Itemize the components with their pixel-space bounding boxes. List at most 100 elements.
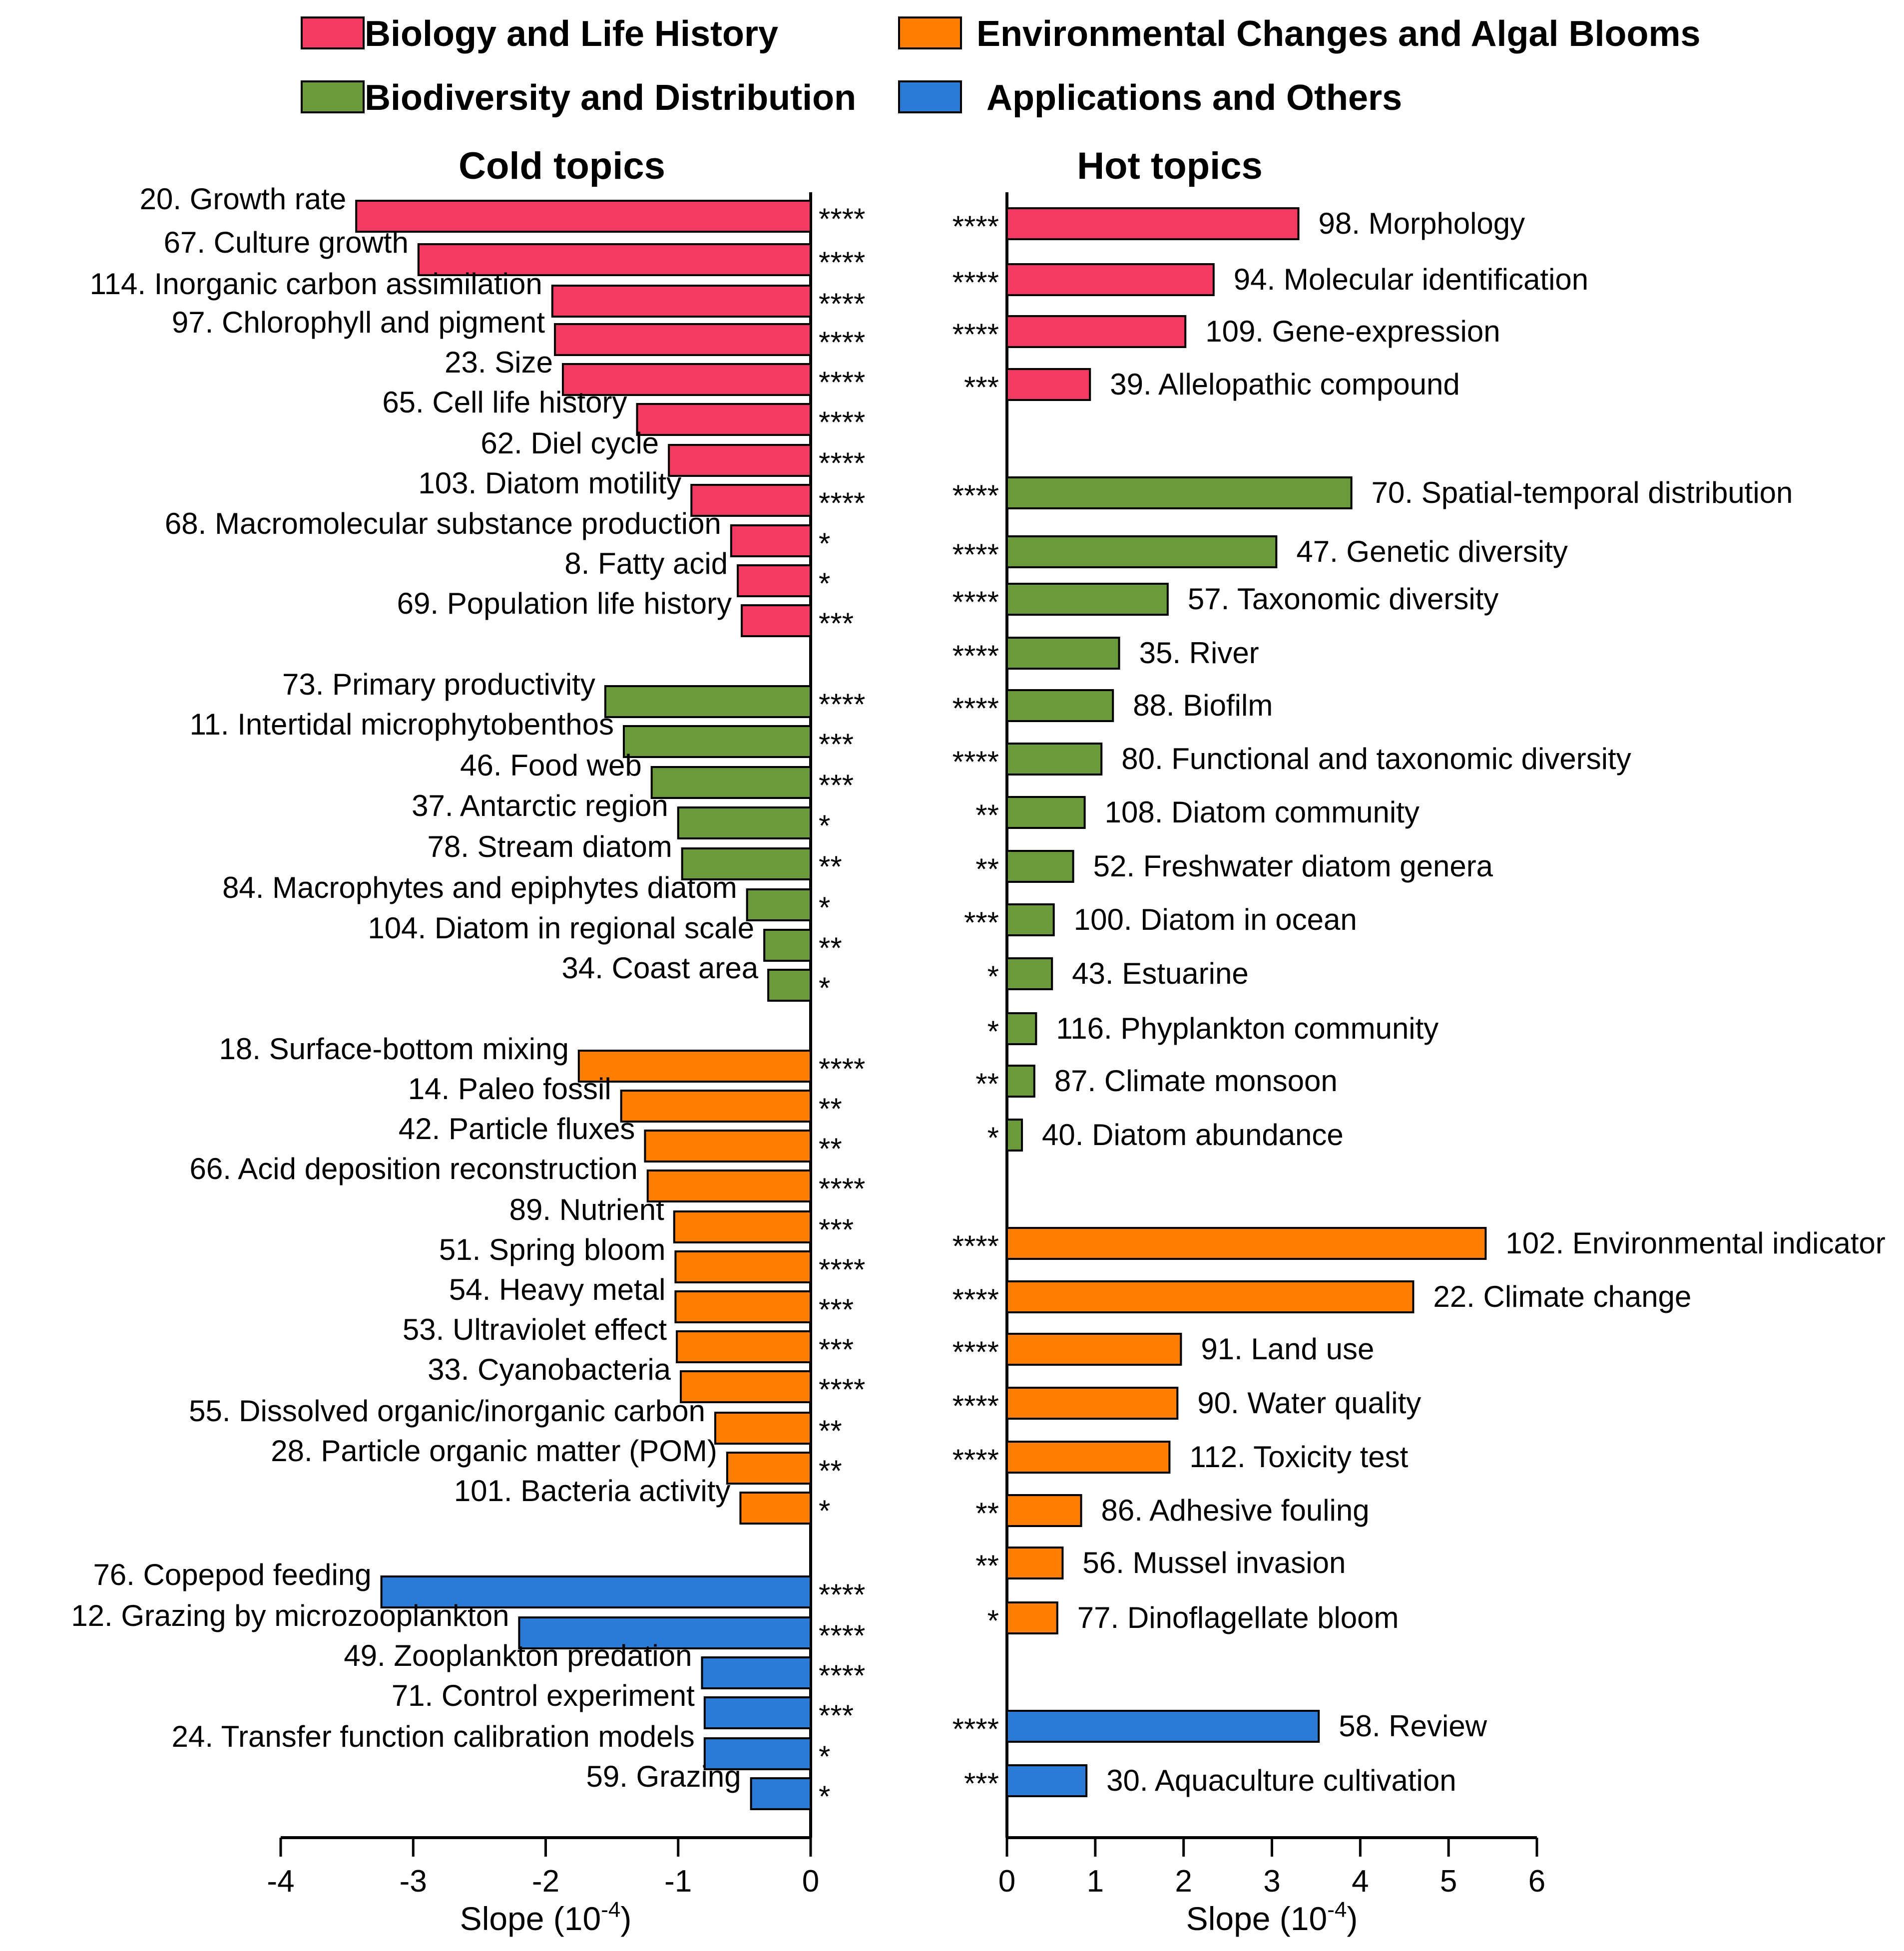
- bar: [701, 1656, 812, 1689]
- bar: [1006, 1764, 1088, 1797]
- bar: [620, 1090, 812, 1123]
- significance-marker: *: [819, 809, 830, 842]
- significance-marker: ****: [952, 1229, 999, 1263]
- bar: [739, 1492, 812, 1525]
- significance-marker: ****: [819, 486, 865, 520]
- bar-label: 46. Food web: [460, 749, 642, 782]
- legend-label: Applications and Others: [986, 78, 1402, 118]
- x-tick-label: 2: [1175, 1864, 1192, 1899]
- significance-marker: **: [819, 1132, 842, 1166]
- significance-marker: **: [975, 798, 999, 832]
- bar-label: 53. Ultraviolet effect: [403, 1313, 667, 1346]
- significance-marker: ***: [819, 1699, 854, 1732]
- x-tick-label: -2: [532, 1864, 559, 1899]
- bar: [750, 1777, 812, 1810]
- bar: [767, 969, 812, 1002]
- significance-marker: ****: [819, 1373, 865, 1406]
- significance-marker: **: [819, 1454, 842, 1488]
- bar-label: 76. Copepod feeding: [93, 1558, 371, 1591]
- bar: [737, 564, 812, 597]
- bar: [1006, 796, 1086, 829]
- bar-label: 112. Toxicity test: [1189, 1440, 1408, 1474]
- significance-marker: ***: [819, 607, 854, 640]
- significance-marker: *: [819, 527, 830, 560]
- bar: [714, 1412, 812, 1445]
- bar: [680, 1370, 812, 1403]
- significance-marker: ****: [952, 745, 999, 779]
- significance-marker: ***: [964, 1767, 999, 1800]
- significance-marker: **: [975, 1067, 999, 1101]
- significance-marker: *: [987, 960, 999, 993]
- bar-label: 97. Chlorophyll and pigment: [172, 306, 545, 339]
- bar-label: 101. Bacteria activity: [454, 1474, 731, 1508]
- bar-label: 20. Growth rate: [140, 182, 347, 216]
- significance-marker: **: [975, 1497, 999, 1530]
- bar: [1006, 689, 1114, 722]
- bar: [1006, 1494, 1082, 1527]
- bar: [703, 1696, 812, 1729]
- bar-label: 12. Grazing by microzooplankton: [71, 1599, 509, 1632]
- bar: [746, 888, 812, 921]
- significance-marker: ***: [819, 1293, 854, 1326]
- significance-marker: *: [819, 1740, 830, 1773]
- significance-marker: **: [975, 1549, 999, 1582]
- bar: [1006, 850, 1074, 883]
- bar-label: 80. Functional and taxonomic diversity: [1121, 742, 1631, 776]
- x-axis-title-close: ): [620, 1900, 631, 1937]
- significance-marker: *: [819, 971, 830, 1005]
- bar-label: 57. Taxonomic diversity: [1188, 582, 1499, 616]
- bar-label: 70. Spatial-temporal distribution: [1372, 476, 1793, 509]
- bar-label: 43. Estuarine: [1072, 957, 1249, 990]
- bar-label: 34. Coast area: [562, 951, 759, 985]
- significance-marker: ****: [819, 446, 865, 480]
- significance-marker: ****: [952, 479, 999, 512]
- bar-label: 37. Antarctic region: [412, 789, 668, 822]
- bar-label: 23. Size: [445, 346, 553, 379]
- bar: [622, 725, 812, 758]
- bar: [1006, 1119, 1023, 1152]
- panel-title: Hot topics: [1077, 145, 1263, 187]
- significance-marker: ****: [952, 318, 999, 351]
- x-tick-label: 5: [1440, 1864, 1457, 1899]
- bar: [1006, 315, 1187, 348]
- bar: [1006, 535, 1278, 568]
- bar-label: 89. Nutrient: [509, 1193, 664, 1226]
- bar: [681, 847, 812, 880]
- bar: [1006, 1333, 1182, 1366]
- significance-marker: ****: [952, 692, 999, 725]
- bar: [1006, 1012, 1037, 1045]
- legend-swatch: [898, 80, 962, 113]
- significance-marker: **: [975, 852, 999, 886]
- bar: [1006, 263, 1215, 296]
- bar: [561, 363, 812, 396]
- x-axis-title-text: Slope (10: [1186, 1900, 1328, 1937]
- bar-label: 54. Heavy metal: [449, 1273, 666, 1306]
- bar-label: 103. Diatom motility: [418, 466, 681, 500]
- bar-label: 91. Land use: [1201, 1332, 1374, 1366]
- bar: [1006, 1601, 1058, 1634]
- bar: [551, 285, 812, 318]
- significance-marker: *: [819, 891, 830, 924]
- bar-label: 28. Particle organic matter (POM): [271, 1434, 717, 1468]
- significance-marker: ****: [819, 688, 865, 721]
- x-axis-title-close: ): [1347, 1900, 1358, 1937]
- significance-marker: ***: [819, 1333, 854, 1366]
- significance-marker: ****: [819, 202, 865, 236]
- bar: [1006, 637, 1120, 670]
- significance-marker: ****: [819, 326, 865, 359]
- bar: [1006, 1441, 1171, 1474]
- significance-marker: ***: [964, 906, 999, 939]
- significance-marker: ****: [819, 1659, 865, 1692]
- bar-label: 66. Acid deposition reconstruction: [190, 1152, 638, 1185]
- bar: [355, 200, 812, 233]
- bar-label: 88. Biofilm: [1133, 689, 1273, 722]
- bar-label: 18. Surface-bottom mixing: [219, 1032, 569, 1066]
- legend-label: Biology and Life History: [365, 14, 778, 54]
- significance-marker: ****: [819, 405, 865, 439]
- bar: [1006, 903, 1055, 936]
- bar-label: 22. Climate change: [1433, 1280, 1691, 1313]
- bar-label: 65. Cell life history: [382, 386, 627, 419]
